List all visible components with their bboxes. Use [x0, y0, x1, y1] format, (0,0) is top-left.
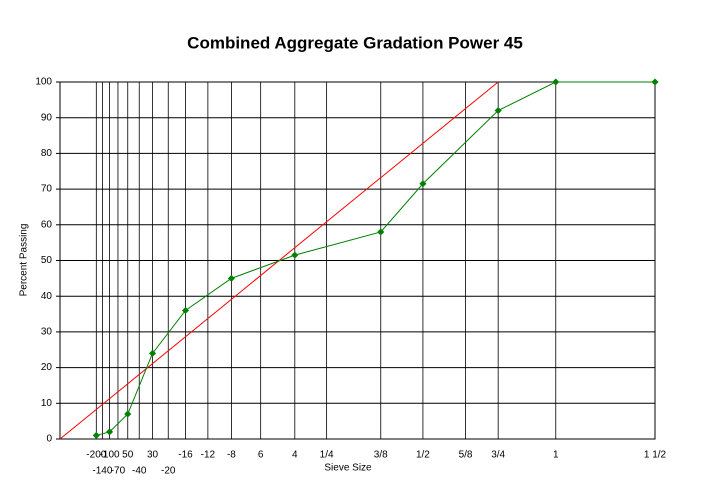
data-point: [92, 431, 100, 439]
data-point: [124, 410, 132, 418]
x-tick-label: 3/4: [491, 450, 505, 461]
chart-title: Combined Aggregate Gradation Power 45: [187, 33, 523, 52]
x-tick-label: 1/4: [320, 450, 334, 461]
x-tick-label: -20: [161, 466, 176, 477]
data-point: [181, 306, 190, 315]
y-axis-label: Percent Passing: [19, 224, 30, 297]
y-tick-label: 90: [41, 112, 53, 123]
data-point: [377, 228, 385, 236]
x-tick-label: 1/2: [416, 450, 430, 461]
x-tick-label: -200: [86, 450, 106, 461]
data-point: [651, 78, 659, 86]
y-tick-label: 40: [41, 291, 53, 302]
x-tick-label: -40: [132, 466, 147, 477]
data-point: [227, 274, 235, 282]
y-tick-label: 30: [41, 327, 53, 338]
data-point: [419, 180, 427, 188]
x-tick-label: 30: [147, 450, 159, 461]
y-tick-label: 80: [41, 148, 53, 159]
y-tick-label: 10: [41, 398, 53, 409]
data-line: [96, 81, 655, 436]
data-point: [494, 107, 502, 115]
data-point: [552, 78, 560, 86]
x-tick-label: 6: [258, 450, 264, 461]
x-tick-label: 5/8: [459, 450, 473, 461]
data-point: [291, 251, 299, 259]
y-tick-label: 0: [46, 434, 52, 445]
data-point: [149, 349, 157, 357]
y-tick-label: 60: [41, 219, 53, 230]
x-tick-label: -140: [92, 466, 112, 477]
x-tick-label: -100: [100, 450, 120, 461]
x-tick-label: -70: [111, 466, 126, 477]
x-tick-label: 1: [553, 450, 559, 461]
y-tick-label: 100: [35, 77, 52, 88]
x-tick-label: -12: [201, 450, 216, 461]
x-tick-label: -8: [227, 450, 236, 461]
data-point: [106, 428, 114, 436]
x-axis-label: Sieve Size: [324, 463, 372, 474]
y-tick-label: 20: [41, 362, 53, 373]
y-tick-label: 50: [41, 255, 53, 266]
x-tick-label: 50: [122, 450, 134, 461]
y-tick-label: 70: [41, 184, 53, 195]
x-tick-label: 3/8: [374, 450, 388, 461]
x-tick-label: -16: [178, 450, 193, 461]
x-tick-label: 1 1/2: [644, 450, 667, 461]
x-tick-label: 4: [292, 450, 298, 461]
